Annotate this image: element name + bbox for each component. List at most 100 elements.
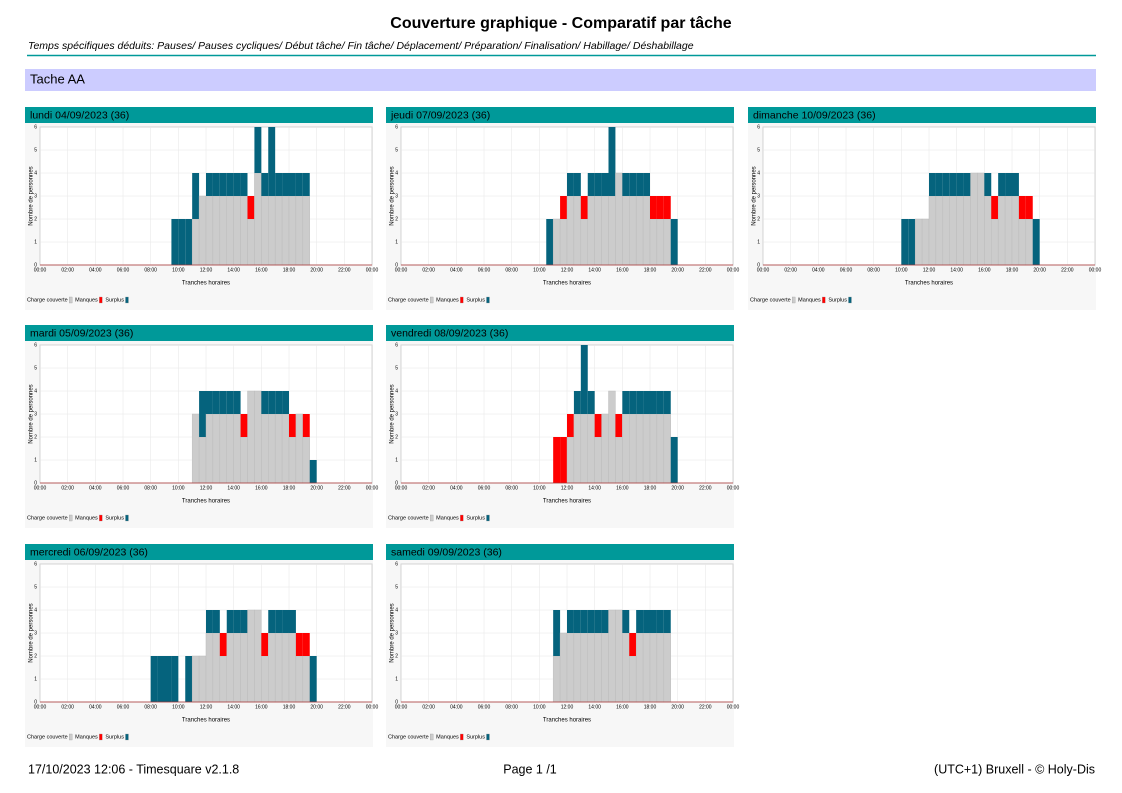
x-tick-label: 10:00: [895, 267, 908, 273]
legend-swatch: [69, 514, 73, 522]
bar-segment: [233, 195, 241, 266]
x-tick-label: 08:00: [144, 485, 157, 491]
bar-segment: [656, 218, 665, 266]
bar-segment: [594, 632, 602, 703]
bar-segment: [288, 195, 297, 266]
x-tick-label: 08:00: [505, 267, 518, 273]
chart-title: vendredi 08/09/2023 (36): [391, 327, 508, 339]
bar-segment: [942, 173, 950, 196]
legend-label: Charge couverte: [750, 297, 791, 303]
bar-segment: [656, 196, 664, 219]
bar-segment: [580, 413, 588, 484]
x-tick-label: 20:00: [1033, 267, 1046, 273]
chart-title: dimanche 10/09/2023 (36): [753, 109, 876, 121]
x-tick-label: 16:00: [616, 485, 629, 491]
bar-segment: [963, 195, 971, 266]
bar-segment: [914, 218, 923, 266]
chart-title: samedi 09/09/2023 (36): [391, 546, 502, 558]
bar-segment: [288, 632, 297, 703]
legend-swatch: [460, 514, 464, 522]
x-tick-label: 08:00: [867, 267, 880, 273]
panel-header: [25, 107, 373, 123]
y-axis-label: Nombre de personnes: [752, 166, 758, 225]
bar-segment: [261, 633, 269, 656]
legend-swatch: [430, 733, 434, 741]
y-tick-label: 4: [34, 170, 37, 176]
bar-segment: [226, 173, 234, 196]
legend-label: Manques: [436, 734, 459, 740]
bar-segment: [240, 173, 248, 196]
bar-segment: [601, 632, 609, 703]
bar-segment: [601, 173, 609, 196]
x-tick-label: 02:00: [422, 485, 435, 491]
x-tick-label: 12:00: [561, 267, 574, 273]
chart-panel: samedi 09/09/2023 (36) 0 1 2 3 4 5 6 00:00 02:00 0…: [386, 544, 739, 747]
bar-segment: [274, 195, 283, 266]
bar-segment: [643, 391, 650, 414]
bar-segment: [171, 656, 179, 702]
x-tick-label: 00:00: [366, 704, 379, 710]
bar-segment: [573, 610, 581, 633]
bar-segment: [949, 195, 957, 266]
y-tick-label: 5: [757, 147, 760, 153]
bar-segment: [205, 632, 214, 703]
bar-segment: [198, 655, 207, 703]
legend-swatch: [792, 296, 796, 304]
bar-segment: [643, 610, 650, 633]
x-tick-label: 06:00: [117, 267, 130, 273]
bar-segment: [546, 219, 554, 265]
x-tick-label: 06:00: [117, 704, 130, 710]
bar-segment: [281, 632, 290, 703]
legend-swatch: [430, 296, 434, 304]
bar-segment: [247, 609, 255, 703]
bar-segment: [629, 413, 637, 484]
legend-swatch: [69, 296, 73, 304]
bar-segment: [1005, 173, 1012, 196]
x-tick-label: 04:00: [89, 267, 102, 273]
bar-segment: [226, 413, 234, 484]
y-tick-label: 2: [395, 653, 398, 659]
bar-segment: [935, 173, 943, 196]
x-tick-label: 14:00: [227, 704, 240, 710]
panel-header: [386, 544, 734, 560]
x-tick-label: 12:00: [561, 704, 574, 710]
bar-segment: [977, 172, 985, 266]
x-tick-label: 20:00: [671, 704, 684, 710]
bar-segment: [205, 413, 214, 484]
bar-segment: [1004, 195, 1013, 266]
bar-segment: [309, 460, 317, 483]
bar-segment: [615, 414, 623, 437]
bar-segment: [552, 218, 561, 266]
x-tick-label: 00:00: [727, 267, 740, 273]
x-axis-label: Tranches horaires: [182, 499, 230, 505]
bar-segment: [656, 391, 664, 414]
bar-segment: [594, 610, 602, 633]
bar-segment: [642, 413, 651, 484]
x-tick-label: 04:00: [450, 485, 463, 491]
y-tick-label: 6: [757, 124, 760, 130]
bar-segment: [288, 436, 297, 484]
bar-segment: [587, 195, 595, 266]
bar-segment: [573, 632, 582, 703]
bar-segment: [566, 436, 575, 484]
bar-segment: [997, 195, 1006, 266]
bar-segment: [309, 656, 317, 702]
legend-swatch: [486, 296, 490, 304]
x-tick-label: 12:00: [200, 267, 213, 273]
y-tick-label: 4: [395, 607, 398, 613]
legend-label: Charge couverte: [27, 297, 68, 303]
chart-panel: dimanche 10/09/2023 (36) 0 1 2 3 4 5 6 00:00 02:0…: [748, 107, 1101, 310]
bar-segment: [935, 195, 944, 266]
x-tick-label: 04:00: [450, 267, 463, 273]
footer-right: (UTC+1) Bruxell - © Holy-Dis: [934, 762, 1095, 776]
legend-label: Charge couverte: [388, 734, 429, 740]
x-tick-label: 04:00: [812, 267, 825, 273]
x-tick-label: 08:00: [505, 485, 518, 491]
bar-segment: [566, 195, 575, 266]
bar-segment: [212, 632, 221, 703]
bar-segment: [219, 633, 227, 656]
bar-segment: [302, 195, 310, 266]
bar-segment: [998, 173, 1006, 196]
bar-segment: [192, 173, 200, 219]
bar-segment: [970, 172, 978, 266]
